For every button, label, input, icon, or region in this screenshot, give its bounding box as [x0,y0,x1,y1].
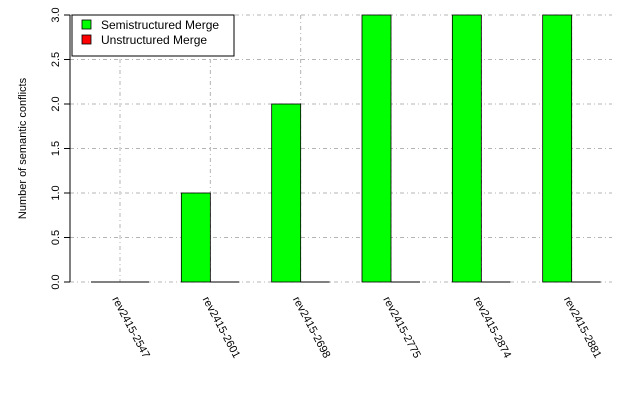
x-axis-labels: rev2415-2547 rev2415-2601 rev2415-2698 rev2… [109,295,603,361]
y-axis-label: Number of semantic conflicts [17,77,29,219]
legend-label: Unstructured Merge [101,33,207,47]
legend-swatch [81,34,92,45]
y-tick-label: 1.5 [50,141,62,156]
y-axis: 0.0 0.5 1.0 1.5 2.0 2.5 3.0 [50,7,71,290]
legend-label: Semistructured Merge [101,18,219,32]
y-tick-label: 2.0 [50,96,62,111]
bar-semistructured [361,14,392,283]
y-tick-label: 0.0 [50,274,62,289]
bars [91,14,601,283]
y-tick-label: 2.5 [50,52,62,67]
y-tick-label: 3.0 [50,7,62,22]
x-tick-label: rev2415-2698 [290,295,332,361]
x-tick-label: rev2415-2775 [380,295,422,361]
bar-semistructured [451,14,482,283]
bar-semistructured [271,103,302,283]
x-tick-label: rev2415-2881 [561,295,603,361]
bar-semistructured [180,192,211,283]
x-tick-label: rev2415-2601 [200,295,242,361]
x-tick-label: rev2415-2874 [471,295,513,361]
legend-swatch [81,19,92,30]
y-tick-label: 0.5 [50,230,62,245]
legend-box [71,14,235,57]
bar-semistructured [542,14,573,283]
y-tick-label: 1.0 [50,185,62,200]
x-tick-label: rev2415-2547 [109,295,151,361]
